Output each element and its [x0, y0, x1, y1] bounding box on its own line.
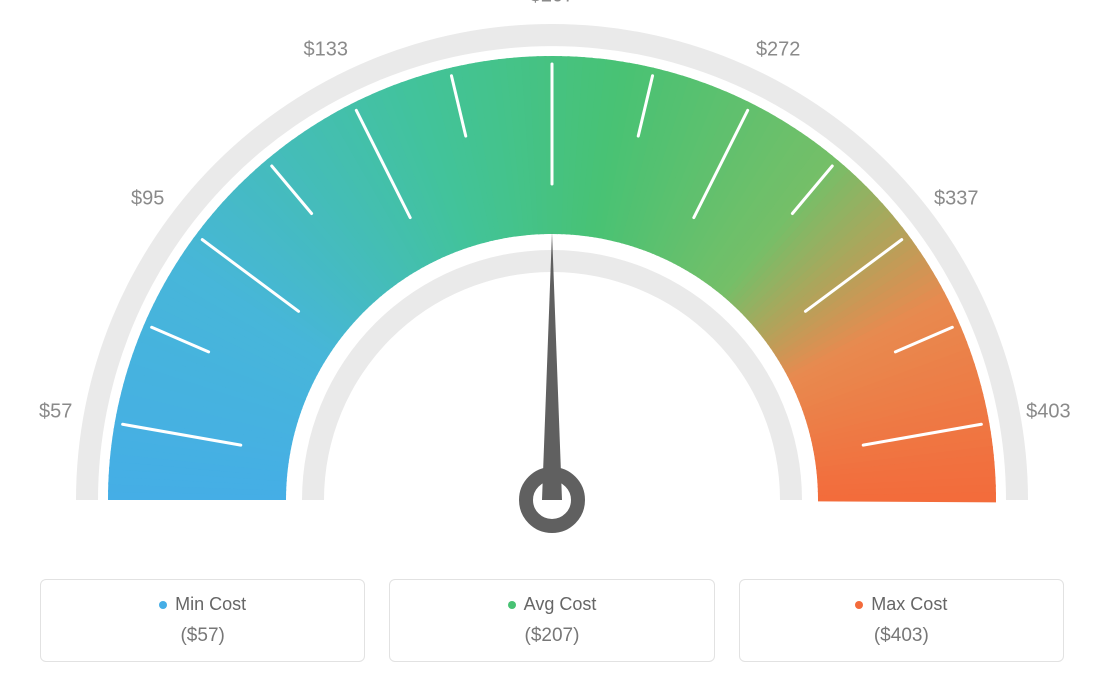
legend-card-max: Max Cost ($403): [739, 579, 1064, 662]
gauge-tick-label: $272: [756, 38, 801, 61]
legend-label-max: Max Cost: [871, 594, 947, 615]
legend-value-max: ($403): [750, 625, 1053, 647]
legend-dot-min: [159, 601, 167, 609]
gauge-tick-label: $403: [1026, 401, 1071, 424]
legend-card-min: Min Cost ($57): [40, 579, 365, 662]
legend-title-avg: Avg Cost: [508, 594, 597, 615]
legend-label-min: Min Cost: [175, 594, 246, 615]
legend-dot-avg: [508, 601, 516, 609]
legend-card-avg: Avg Cost ($207): [389, 579, 714, 662]
legend-label-avg: Avg Cost: [524, 594, 597, 615]
chart-container: $57 $95 $133 $207 $272 $337 $403 Min Cost ($57…: [0, 0, 1104, 690]
gauge-tick-label: $133: [304, 38, 349, 61]
gauge-tick-label: $207: [530, 0, 575, 8]
gauge-tick-label: $95: [131, 188, 164, 211]
gauge-tick-label: $337: [934, 188, 979, 211]
legend-title-min: Min Cost: [159, 594, 246, 615]
legend-dot-max: [855, 601, 863, 609]
gauge-tick-label: $57: [39, 401, 72, 424]
legend-row: Min Cost ($57) Avg Cost ($207) Max Cost …: [40, 579, 1064, 662]
legend-title-max: Max Cost: [855, 594, 947, 615]
gauge: $57 $95 $133 $207 $272 $337 $403: [0, 0, 1104, 560]
legend-value-avg: ($207): [400, 625, 703, 647]
legend-value-min: ($57): [51, 625, 354, 647]
